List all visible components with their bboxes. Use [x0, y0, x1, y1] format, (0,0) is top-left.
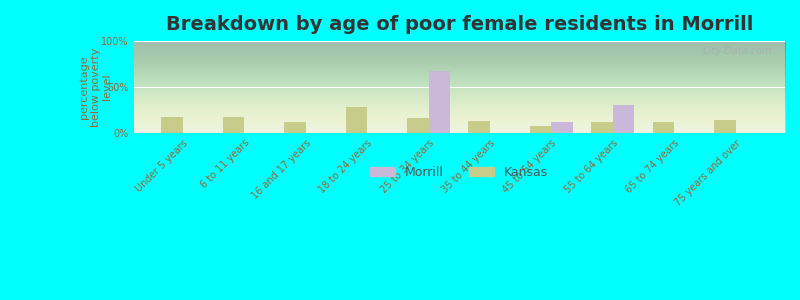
Bar [222, 117, 244, 133]
Bar [407, 118, 429, 133]
Bar [284, 122, 306, 133]
Y-axis label: percentage
below poverty
level: percentage below poverty level [79, 47, 112, 127]
Bar [530, 126, 551, 133]
Bar [714, 120, 736, 133]
Bar [551, 122, 573, 133]
Bar [346, 107, 367, 133]
Bar [591, 122, 613, 133]
Bar [653, 122, 674, 133]
Title: Breakdown by age of poor female residents in Morrill: Breakdown by age of poor female resident… [166, 15, 753, 34]
Bar [161, 117, 182, 133]
Legend: Morrill, Kansas: Morrill, Kansas [365, 161, 554, 184]
Bar [429, 71, 450, 133]
Bar [613, 106, 634, 133]
Text: City-Data.com: City-Data.com [702, 46, 772, 56]
Bar [469, 121, 490, 133]
